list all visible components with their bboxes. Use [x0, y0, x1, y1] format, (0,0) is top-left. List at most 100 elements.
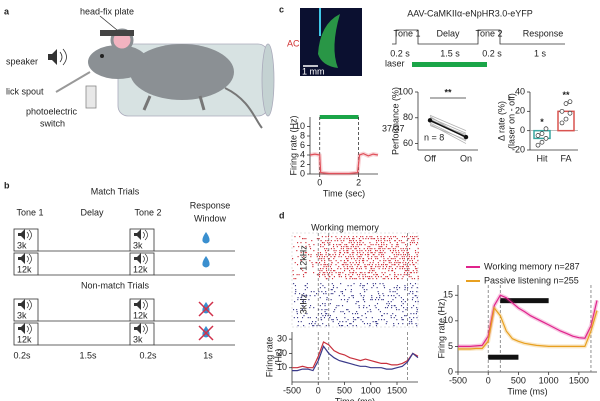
raster-spike: [382, 278, 384, 280]
raster-spike: [323, 264, 325, 266]
raster-spike: [347, 319, 349, 321]
raster-spike: [409, 248, 411, 250]
raster-spike: [349, 254, 351, 256]
raster-spike: [339, 272, 341, 274]
raster-spike: [350, 240, 352, 242]
raster-spike: [362, 321, 364, 323]
raster-spike: [303, 315, 305, 317]
raster-spike: [410, 319, 413, 321]
raster-spike: [409, 242, 411, 244]
raster-spike: [383, 285, 385, 287]
speaker-icon: [18, 253, 25, 264]
raster-spike: [297, 299, 299, 301]
sound-waves: [26, 323, 32, 335]
raster-spike: [375, 258, 377, 260]
raster-spike: [302, 274, 305, 276]
raster-spike: [324, 303, 326, 305]
raster-spike: [324, 264, 326, 266]
raster-spike: [346, 248, 348, 250]
raster-spike: [407, 272, 409, 274]
raster-spike: [325, 236, 327, 238]
raster-spike: [331, 278, 334, 280]
raster-spike: [298, 246, 300, 248]
raster-spike: [405, 244, 407, 246]
raster-spike: [410, 272, 412, 274]
raster-spike: [404, 254, 407, 256]
raster-spike: [347, 246, 349, 248]
raster-spike: [408, 258, 410, 260]
raster-spike: [325, 291, 327, 293]
duration-label: 0.2 s: [482, 48, 502, 58]
raster-spike: [403, 256, 405, 258]
section-title: Non-match Trials: [81, 280, 150, 290]
raster-spike: [370, 268, 372, 270]
raster-spike: [358, 305, 360, 307]
raster-spike: [405, 315, 407, 317]
y-tick-label: 15: [443, 290, 453, 300]
raster-spike: [400, 274, 402, 276]
tone-box: [129, 322, 155, 346]
raster-spike: [319, 272, 321, 274]
raster-spike: [341, 291, 344, 293]
raster-spike: [375, 240, 377, 242]
y-tick-label: 40: [515, 86, 525, 96]
raster-spike: [362, 285, 364, 287]
raster-spike: [369, 325, 371, 327]
raster-spike: [374, 248, 376, 250]
raster-spike: [361, 260, 364, 262]
raster-spike: [372, 254, 374, 256]
raster-spike: [362, 262, 364, 264]
y-tick-label: 2: [300, 159, 305, 169]
raster-spike: [381, 244, 383, 246]
mean-point: [427, 118, 433, 123]
raster-spike: [338, 274, 340, 276]
raster-spike: [408, 293, 410, 295]
data-point: [543, 126, 549, 132]
raster-spike: [378, 319, 380, 321]
raster-spike: [305, 272, 307, 274]
legend-label: Working memory n=287: [484, 261, 580, 271]
raster-spike: [295, 289, 297, 291]
raster-spike: [414, 295, 416, 297]
raster-spike: [386, 264, 388, 266]
raster-spike: [310, 291, 312, 293]
raster-spike: [301, 295, 303, 297]
raster-spike: [415, 252, 417, 254]
raster-spike: [398, 254, 400, 256]
raster-spike: [299, 236, 301, 238]
raster-spike: [352, 236, 354, 238]
raster-spike: [343, 240, 345, 242]
raster-spike: [332, 287, 335, 289]
raster-spike: [401, 236, 403, 238]
raster-spike: [356, 236, 358, 238]
raster-spike: [385, 260, 387, 262]
panel-label: c: [279, 4, 284, 14]
raster-spike: [416, 254, 418, 256]
raster-spike: [393, 278, 396, 280]
raster-spike: [315, 262, 317, 264]
raster-spike: [348, 256, 350, 258]
raster-spike: [392, 299, 394, 301]
raster-spike: [345, 278, 347, 280]
raster-spike: [326, 309, 328, 311]
raster-spike: [363, 285, 365, 287]
raster-spike: [390, 262, 392, 264]
annotation: speaker: [6, 56, 38, 66]
raster-spike: [417, 248, 419, 250]
raster-spike: [334, 252, 336, 254]
raster-spike: [359, 293, 361, 295]
raster-spike: [353, 238, 355, 240]
raster-spike: [394, 291, 396, 293]
raster-spike: [345, 258, 348, 260]
raster-spike: [341, 264, 343, 266]
raster-spike: [365, 268, 367, 270]
raster-spike: [375, 264, 377, 266]
raster-spike: [351, 244, 353, 246]
raster-spike: [364, 272, 366, 274]
panel-label: d: [279, 210, 285, 220]
raster-spike: [337, 268, 339, 270]
raster-spike: [364, 274, 366, 276]
raster-spike: [350, 246, 352, 248]
raster-spike: [364, 266, 366, 268]
